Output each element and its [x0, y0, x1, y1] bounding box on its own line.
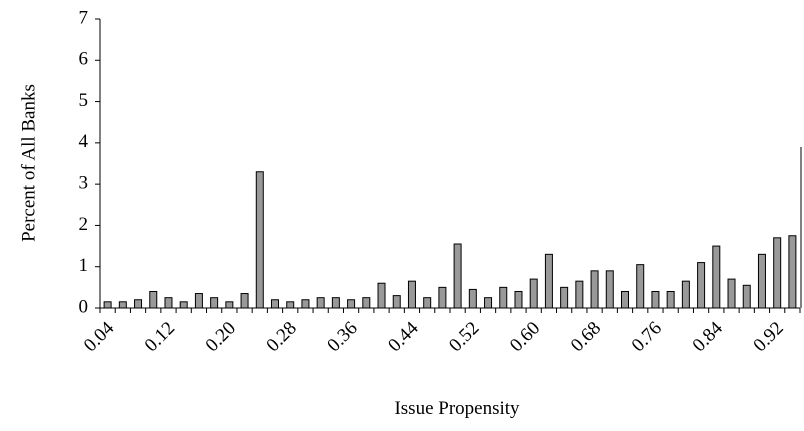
bar	[331, 297, 340, 309]
bar	[407, 280, 416, 309]
bar	[179, 301, 188, 309]
y-tick-label: 1	[79, 255, 89, 276]
x-tick-label: 0.52	[445, 318, 483, 356]
bar	[423, 297, 432, 309]
x-tick-label: 0.92	[749, 318, 787, 356]
x-tick-label: 0.44	[384, 317, 423, 356]
bar	[301, 299, 310, 309]
bar	[377, 282, 386, 309]
bar	[316, 297, 325, 309]
y-tick-label: 7	[79, 7, 89, 28]
y-tick-label: 3	[79, 173, 89, 194]
bar	[347, 299, 356, 309]
x-tick-label: 0.76	[628, 318, 666, 356]
x-tick-label: 0.12	[141, 318, 179, 356]
y-axis-label: Percent of All Banks	[18, 84, 39, 242]
x-tick-label: 0.28	[262, 318, 300, 356]
bar	[712, 245, 721, 309]
bar	[605, 270, 614, 309]
bar	[697, 262, 706, 309]
x-tick-label: 0.20	[202, 318, 240, 356]
bar	[651, 290, 660, 309]
bar	[134, 299, 143, 309]
bar	[468, 288, 477, 309]
x-axis-label: Issue Propensity	[394, 398, 520, 419]
y-tick-label: 5	[79, 90, 89, 111]
bar	[499, 286, 508, 309]
bar	[149, 290, 158, 309]
bar	[225, 301, 234, 309]
x-tick-label: 0.36	[323, 318, 361, 356]
bar	[164, 297, 173, 309]
bar	[636, 264, 645, 309]
bar	[788, 235, 797, 309]
bar	[544, 253, 553, 309]
bar	[392, 295, 401, 309]
y-tick-label: 0	[79, 296, 89, 317]
bar	[484, 297, 493, 309]
bar	[271, 299, 279, 309]
bar	[529, 278, 538, 309]
y-tick-label: 6	[79, 49, 89, 70]
bar	[255, 171, 264, 309]
y-tick-label: 4	[79, 131, 89, 152]
bar	[666, 290, 675, 309]
bar	[118, 301, 127, 309]
bar	[773, 237, 782, 309]
bar	[286, 301, 295, 309]
bar	[757, 253, 766, 309]
bar	[575, 280, 584, 309]
bar	[514, 290, 523, 309]
bar	[590, 270, 599, 309]
x-tick-label: 0.84	[689, 317, 728, 356]
bar	[210, 297, 219, 309]
bar	[362, 297, 371, 309]
bar	[681, 280, 690, 309]
bar	[727, 278, 736, 309]
bar	[560, 286, 569, 309]
x-tick-label: 0.60	[506, 318, 544, 356]
x-tick-label: 0.68	[567, 318, 605, 356]
y-tick-label: 2	[79, 214, 89, 235]
bar	[103, 301, 112, 309]
bar	[453, 243, 462, 309]
bar	[194, 293, 203, 309]
x-tick-label: 0.04	[80, 317, 119, 356]
bar	[621, 290, 629, 309]
bar	[240, 293, 249, 309]
bar	[438, 286, 447, 309]
bar	[742, 284, 751, 309]
